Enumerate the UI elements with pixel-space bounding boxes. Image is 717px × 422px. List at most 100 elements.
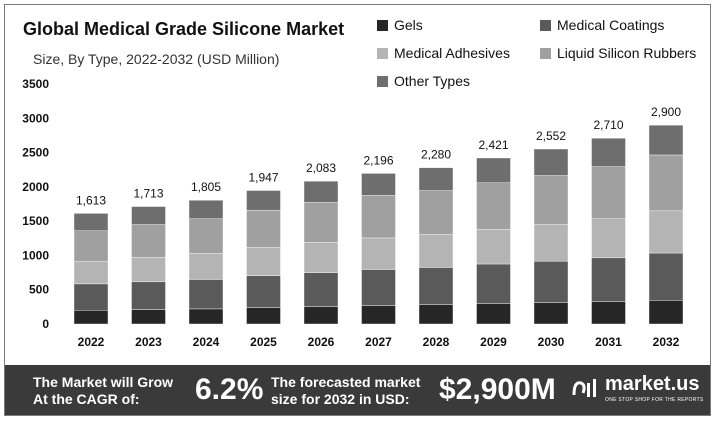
chart-title: Global Medical Grade Silicone Market [23, 19, 345, 39]
bar-segment-2 [246, 247, 281, 276]
x-tick-label: 2024 [193, 335, 220, 349]
bar-segment-4 [303, 180, 339, 203]
bar-segment-3 [476, 182, 511, 230]
y-tick-label: 2000 [22, 180, 49, 194]
bar-segment-2 [131, 257, 166, 283]
y-tick-label: 3000 [22, 111, 49, 125]
x-tick-label: 2025 [250, 335, 277, 349]
bar-segment-3 [591, 166, 626, 219]
bar-segment-1 [246, 275, 281, 308]
footer-banner: The Market will Grow At the CAGR of: 6.2… [5, 365, 710, 415]
y-tick-label: 500 [29, 283, 49, 297]
bar-segment-1 [476, 263, 511, 304]
legend-item-2: Medical Adhesives [377, 45, 510, 61]
data-label: 2,196 [363, 153, 393, 167]
bar-segment-1 [418, 267, 454, 305]
legend-item-3: Liquid Silicon Rubbers [540, 45, 696, 61]
footer-cagr-text: The Market will Grow At the CAGR of: [33, 374, 173, 408]
data-label: 2,552 [536, 129, 566, 143]
y-tick-label: 1000 [22, 248, 49, 262]
bar-segment-2 [476, 229, 511, 265]
bar-segment-0 [591, 301, 626, 325]
bar-segment-0 [533, 302, 569, 325]
bar-segment-4 [648, 124, 684, 156]
bar-segment-0 [188, 308, 224, 325]
legend-item-1: Medical Coatings [540, 17, 664, 33]
bar-segment-4 [188, 200, 224, 219]
bar-segment-1 [533, 261, 569, 303]
bar-segment-4 [591, 137, 626, 167]
bar-segment-0 [418, 304, 454, 325]
footer-cagr-line2: At the CAGR of: [33, 391, 140, 407]
bar-segment-2 [418, 234, 454, 268]
market-us-logo-icon [572, 379, 596, 397]
chart-subtitle: Size, By Type, 2022-2032 (USD Million) [33, 51, 280, 67]
legend-swatch [377, 19, 388, 31]
data-label: 1,713 [133, 187, 163, 201]
y-tick-label: 0 [42, 317, 49, 331]
bar-segment-2 [188, 253, 224, 280]
bar-segment-2 [648, 210, 684, 254]
bar-segment-4 [476, 157, 511, 183]
bar-segment-0 [361, 305, 396, 325]
bar-segment-4 [246, 190, 281, 211]
bar-segment-0 [246, 307, 281, 325]
data-label: 2,710 [593, 118, 623, 132]
legend-swatch [377, 47, 388, 59]
stacked-bar-chart: 0 500 1000 1500 2000 2500 3000 3500 1,613 2022 1,7… [22, 77, 684, 349]
brand-name: market.us [605, 373, 700, 395]
bar-segment-3 [188, 218, 224, 254]
bar-segment-2 [361, 237, 396, 270]
bar-segment-3 [73, 230, 109, 262]
footer-forecast-value: $2,900M [439, 373, 556, 406]
bar-segment-0 [73, 310, 109, 325]
y-tick-label: 2500 [22, 146, 49, 160]
data-label: 1,805 [191, 180, 221, 194]
bar-segment-0 [648, 300, 684, 325]
bar-segment-0 [303, 306, 339, 325]
x-tick-label: 2029 [480, 335, 507, 349]
x-tick-label: 2022 [78, 335, 105, 349]
y-tick-label: 1500 [22, 214, 49, 228]
x-tick-label: 2030 [538, 335, 565, 349]
bar-segment-1 [303, 272, 339, 307]
bar-segment-1 [131, 281, 166, 310]
bar-segment-3 [361, 195, 396, 239]
data-label: 2,280 [421, 148, 451, 162]
bar-segment-2 [533, 224, 569, 262]
x-tick-label: 2027 [365, 335, 392, 349]
x-tick-label: 2028 [423, 335, 450, 349]
legend-swatch [540, 19, 551, 31]
bar-segment-1 [648, 252, 684, 301]
bar-segment-1 [73, 283, 109, 311]
footer-forecast-text: The forecasted market size for 2032 in U… [271, 374, 420, 408]
footer-forecast-line2: size for 2032 in USD: [271, 391, 410, 407]
legend-item-4: Other Types [377, 73, 470, 89]
data-label: 2,083 [306, 161, 336, 175]
bar-segment-4 [73, 213, 109, 231]
legend-label: Medical Adhesives [394, 45, 510, 61]
bar-segment-3 [533, 175, 569, 225]
legend-label: Gels [394, 17, 423, 33]
bar-segment-3 [418, 190, 454, 235]
bar-segment-0 [131, 309, 166, 325]
bar-segment-1 [188, 279, 224, 310]
legend-item-0: Gels [377, 17, 423, 33]
chart-frame: Global Medical Grade Silicone Market Siz… [4, 4, 711, 416]
legend-label: Medical Coatings [557, 17, 665, 33]
bar-segment-2 [303, 242, 339, 273]
brand-tagline: ONE STOP SHOP FOR THE REPORTS [605, 397, 704, 403]
bar-segment-4 [418, 167, 454, 191]
bar-segment-2 [73, 261, 109, 285]
bar-segment-2 [591, 218, 626, 259]
bar-segment-3 [303, 202, 339, 243]
bar-segment-3 [131, 224, 166, 258]
legend-label: Liquid Silicon Rubbers [557, 45, 697, 61]
data-label: 2,421 [478, 138, 508, 152]
footer-cagr-line1: The Market will Grow [33, 374, 174, 390]
x-tick-label: 2032 [653, 335, 680, 349]
bar-segment-0 [476, 303, 511, 325]
legend-swatch [377, 75, 388, 87]
data-label: 2,900 [651, 105, 681, 119]
bar-segment-4 [131, 206, 166, 225]
